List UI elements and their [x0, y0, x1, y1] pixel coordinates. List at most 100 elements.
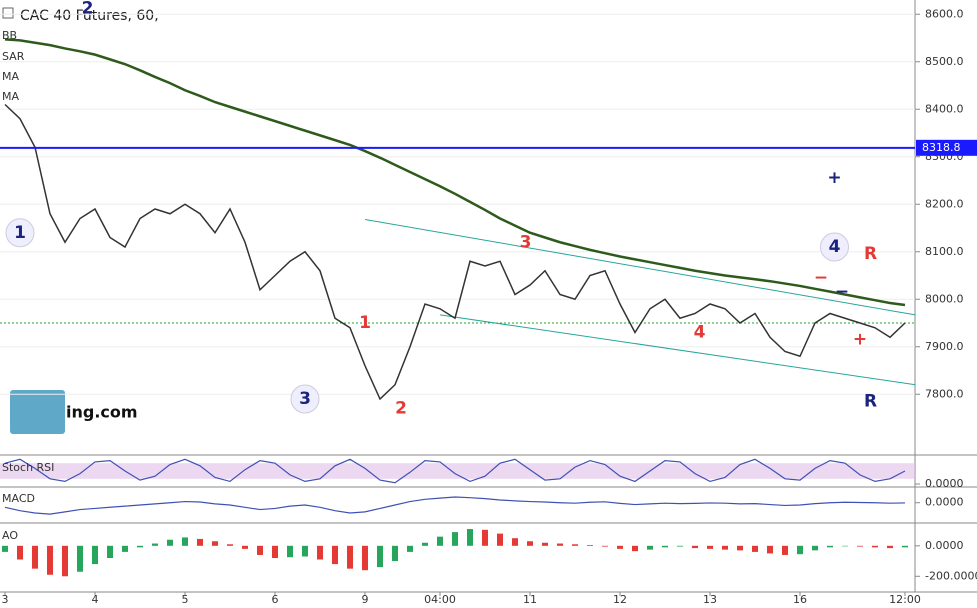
histogram-bar: [377, 545, 383, 568]
band: [0, 463, 915, 479]
wave-label: 2: [395, 399, 407, 419]
wave-label: R: [864, 244, 877, 264]
wave-label: 1: [359, 313, 371, 333]
histogram-bar: [332, 545, 338, 565]
histogram-bar: [722, 545, 728, 550]
histogram-bar: [887, 545, 893, 549]
histogram-bar: [407, 545, 413, 552]
indicator-label: SAR: [2, 50, 25, 63]
histogram-bar: [197, 538, 203, 546]
histogram-bar: [2, 545, 8, 552]
histogram-bar: [752, 545, 758, 552]
x-tick-label: 12: [613, 593, 627, 606]
histogram-bar: [782, 545, 788, 555]
x-tick-label: 11: [523, 593, 537, 606]
histogram-bar: [617, 545, 623, 549]
histogram-bar: [662, 545, 668, 548]
histogram-bar: [512, 538, 518, 546]
collapse-button[interactable]: [2, 7, 14, 19]
histogram-bar: [272, 545, 278, 558]
annotation-circle: [290, 384, 320, 414]
x-tick-label: 16: [793, 593, 807, 606]
x-tick-label: 13: [703, 593, 717, 606]
wave-label: 4: [694, 323, 706, 343]
y-tick-label: 8100.0: [925, 245, 964, 258]
wave-label: −: [814, 268, 828, 288]
histogram-bar: [587, 545, 593, 546]
histogram-bar: [872, 545, 878, 548]
x-tick-label: 4: [92, 593, 99, 606]
histogram-bar: [812, 545, 818, 551]
histogram-bar: [212, 541, 218, 546]
histogram-bar: [77, 545, 83, 572]
histogram-bar: [17, 545, 23, 560]
histogram-bar: [32, 545, 38, 569]
y-tick-label: 0.0000: [925, 496, 964, 509]
annotation-circle: [820, 232, 849, 262]
y-tick-label: 7800.0: [925, 387, 964, 400]
y-tick-label: 8200.0: [925, 197, 964, 210]
histogram-bar: [842, 545, 848, 547]
wave-label: 2: [82, 0, 94, 19]
y-tick-label: 0.0000: [925, 539, 964, 552]
histogram-bar: [317, 545, 323, 560]
histogram-bar: [557, 543, 563, 546]
logo: [10, 390, 65, 434]
pane-title: MACD: [2, 492, 35, 505]
histogram-bar: [677, 545, 683, 547]
y-tick-label: 7900.0: [925, 340, 964, 353]
x-tick-label: 04:00: [424, 593, 456, 606]
indicator-line: [4, 458, 906, 484]
histogram-bar: [422, 542, 428, 546]
trendline: [439, 314, 916, 386]
price-line: [4, 38, 906, 307]
wave-label: 3: [299, 389, 311, 409]
histogram-bar: [167, 539, 173, 546]
histogram-bar: [497, 533, 503, 546]
histogram-bar: [797, 545, 803, 555]
histogram-bar: [647, 545, 653, 550]
y-tick-label: -200.0000: [925, 569, 977, 582]
wave-label: +: [853, 330, 867, 350]
histogram-bar: [242, 545, 248, 549]
watermark: ing.com: [66, 403, 138, 422]
wave-label: −: [835, 282, 849, 302]
histogram-bar: [467, 529, 473, 546]
histogram-bar: [527, 541, 533, 546]
histogram-bar: [692, 545, 698, 549]
histogram-bar: [122, 545, 128, 552]
histogram-bar: [62, 545, 68, 577]
y-tick-label: 8600.0: [925, 7, 964, 20]
wave-label: +: [827, 168, 841, 188]
price-line: [4, 103, 906, 401]
histogram-bar: [92, 545, 98, 565]
x-tick-label: 6: [272, 593, 279, 606]
histogram-bar: [632, 545, 638, 552]
histogram-bar: [152, 543, 158, 546]
histogram-bar: [737, 545, 743, 551]
histogram-bar: [707, 545, 713, 549]
indicator-line: [4, 496, 906, 515]
histogram-bar: [602, 545, 608, 547]
indicator-label: MA: [2, 90, 19, 103]
wave-label: 3: [520, 232, 532, 252]
y-tick-label: 8500.0: [925, 55, 964, 68]
histogram-bar: [182, 537, 188, 546]
x-tick-label: 9: [362, 593, 369, 606]
histogram-bar: [482, 529, 488, 546]
histogram-bar: [767, 545, 773, 554]
histogram-bar: [137, 545, 143, 548]
indicator-label: MA: [2, 70, 19, 83]
histogram-bar: [227, 544, 233, 546]
y-tick-label: 8400.0: [925, 102, 964, 115]
histogram-bar: [542, 542, 548, 546]
price-label-box: [916, 139, 977, 156]
histogram-bar: [827, 545, 833, 548]
chart-title: CAC 40 Futures, 60,: [20, 8, 159, 24]
histogram-bar: [287, 545, 293, 558]
price-label: 8318.8: [922, 141, 961, 154]
histogram-bar: [857, 545, 863, 547]
annotation-circle: [5, 218, 35, 248]
